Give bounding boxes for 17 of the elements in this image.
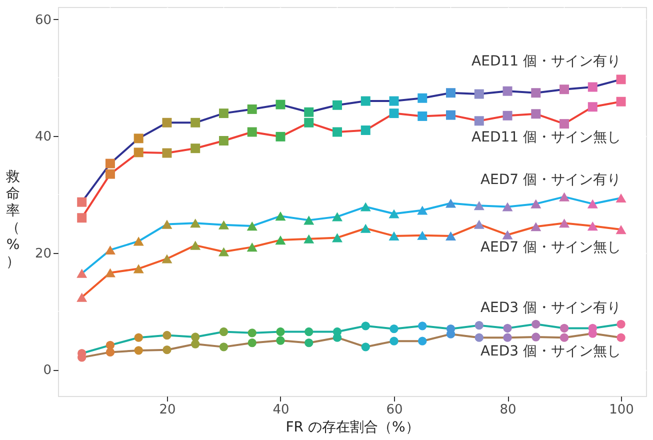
y-axis-title: 救命率（%） — [5, 169, 20, 270]
annotation: AED7 個・サイン有り — [480, 172, 622, 188]
y-tick-label: 40 — [34, 130, 52, 145]
x-tick-label: 100 — [609, 402, 634, 418]
x-tick-label: 80 — [500, 402, 516, 418]
x-axis-title: FR の存在割合（%） — [286, 420, 420, 436]
x-tick-label: 40 — [272, 402, 290, 418]
annotation: AED11 個・サイン有り — [472, 53, 622, 70]
y-tick-label: 0 — [43, 363, 52, 378]
annotation: AED7 個・サイン無し — [480, 240, 622, 256]
y-tick-label: 60 — [34, 12, 52, 28]
x-tick-label: 20 — [159, 402, 176, 418]
annotation: AED3 個・サイン有り — [480, 300, 622, 316]
y-tick-label: 20 — [34, 246, 52, 262]
annotation: AED11 個・サイン無し — [472, 130, 622, 146]
x-tick-label: 60 — [386, 402, 403, 418]
annotation: AED3 個・サイン無し — [480, 344, 622, 360]
